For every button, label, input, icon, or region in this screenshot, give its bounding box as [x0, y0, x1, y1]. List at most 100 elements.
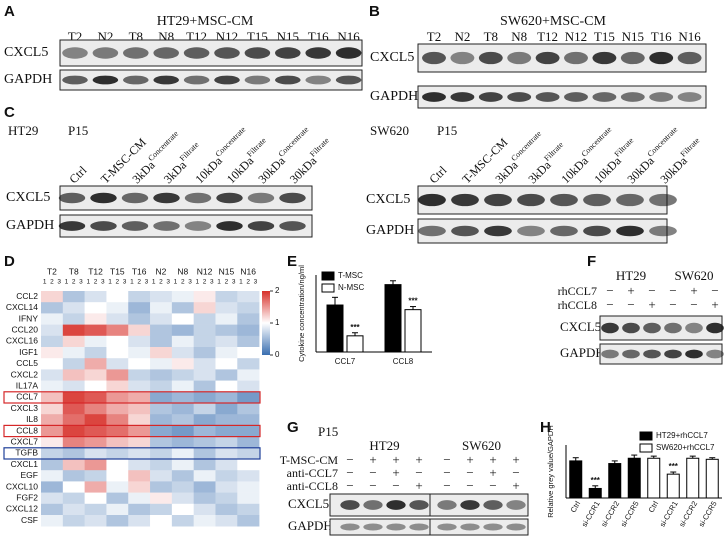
heat-cell: [171, 492, 194, 505]
heat-cell: [62, 515, 85, 527]
heat-cell: [193, 503, 216, 516]
heat-cell: [62, 481, 85, 493]
band: [183, 47, 210, 59]
band: [183, 75, 210, 85]
sign: −: [369, 465, 376, 480]
colorbar-label: 2: [275, 286, 280, 295]
legend-label: HT29+rhCCL7: [656, 431, 708, 440]
sign: −: [466, 478, 473, 493]
heat-cell: [62, 335, 85, 348]
lane-label: N16: [678, 29, 701, 44]
heat-cell: [84, 391, 107, 404]
row-label: EGF: [21, 470, 38, 480]
heat-cell: [106, 403, 129, 415]
x-tick-label: si-CCR5: [619, 499, 641, 528]
cell-line: HT29: [369, 438, 399, 453]
band: [418, 225, 446, 237]
condition-label: anti-CCL8: [287, 479, 338, 493]
row-label: CXCL3: [11, 403, 39, 413]
sign: −: [346, 478, 353, 493]
cell-line: SW620: [370, 123, 409, 138]
band: [478, 51, 503, 65]
heat-cell: [171, 481, 194, 493]
sign: −: [415, 465, 422, 480]
heat-cell: [106, 324, 129, 337]
lane-superscript: Filtrate: [178, 140, 201, 163]
band: [275, 75, 301, 85]
band: [123, 75, 149, 85]
bar: [404, 309, 422, 353]
replicate-label: 1: [108, 279, 112, 286]
band: [305, 47, 331, 59]
band: [601, 349, 619, 359]
bar: [608, 463, 622, 499]
heat-cell: [62, 414, 85, 426]
colorbar-label: 1: [275, 318, 280, 327]
band: [90, 192, 117, 204]
row-label: IL17A: [16, 380, 39, 390]
heat-cell: [193, 324, 216, 337]
band: [363, 500, 383, 510]
heat-cell: [193, 335, 216, 348]
heat-cell: [215, 302, 238, 314]
heat-cell: [237, 302, 260, 314]
lane-superscript: Concentrate: [509, 129, 543, 163]
sign: +: [489, 465, 496, 480]
heat-cell: [106, 347, 129, 359]
sign: +: [690, 283, 697, 298]
heat-cell: [41, 503, 64, 516]
bar: [346, 335, 364, 353]
sign: +: [466, 452, 473, 467]
band: [409, 523, 429, 531]
bar: [647, 457, 661, 499]
row-label: FGF2: [16, 492, 38, 502]
row-label: CXCL5: [6, 190, 50, 205]
group-label: N16: [240, 266, 256, 276]
heat-cell: [237, 358, 260, 370]
row-label: CXCL5: [4, 45, 48, 60]
band: [340, 500, 360, 510]
heat-cell: [62, 492, 85, 505]
band: [550, 225, 578, 237]
band: [506, 523, 526, 531]
band: [62, 47, 88, 59]
heat-cell: [237, 324, 260, 337]
band: [184, 192, 212, 204]
heat-cell: [84, 481, 107, 493]
band: [460, 523, 480, 531]
band: [583, 225, 611, 237]
heat-cell: [171, 358, 194, 370]
heat-cell: [215, 425, 238, 437]
heat-cell: [215, 391, 238, 404]
band: [622, 322, 640, 334]
bar: [588, 487, 602, 499]
heat-cell: [41, 380, 64, 393]
heat-cell: [62, 436, 85, 449]
sign: −: [489, 478, 496, 493]
heat-cell: [171, 347, 194, 359]
lane-superscript: Filtrate: [542, 140, 565, 163]
heat-cell: [62, 447, 85, 460]
group-label: T15: [110, 266, 125, 276]
heat-cell: [62, 425, 85, 437]
heat-cell: [171, 291, 194, 303]
x-tick-label: Ctrl: [569, 499, 583, 514]
heat-cell: [62, 347, 85, 359]
heat-cell: [237, 391, 260, 404]
group-label: T8: [69, 266, 79, 276]
heat-cell: [171, 380, 194, 393]
heat-cell: [237, 347, 260, 359]
heat-cell: [150, 403, 173, 415]
row-highlight: [3, 391, 261, 404]
band: [664, 349, 682, 359]
row-label: CCL2: [16, 291, 38, 301]
heat-cell: [106, 302, 129, 314]
lane-superscript: Filtrate: [308, 136, 331, 159]
bar: [686, 457, 700, 499]
band: [664, 322, 682, 334]
band: [622, 349, 640, 359]
cell-line: HT29: [8, 123, 38, 138]
band: [483, 500, 503, 510]
replicate-label: 1: [239, 279, 243, 286]
group-label: N2: [156, 266, 167, 276]
